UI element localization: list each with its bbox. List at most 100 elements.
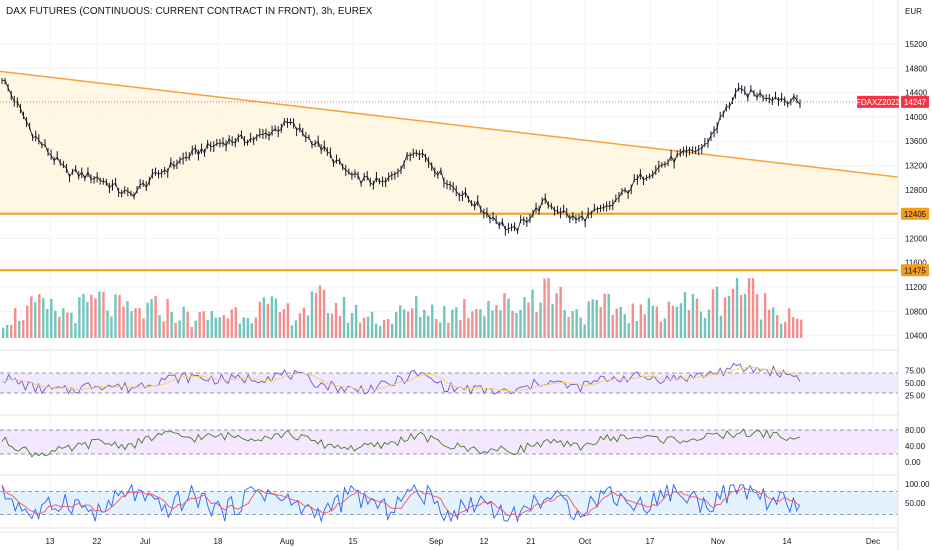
volume-bar (439, 322, 442, 338)
volume-bar (362, 317, 366, 338)
volume-bar (218, 317, 221, 338)
volume-bar (246, 318, 250, 338)
volume-bar (50, 298, 53, 338)
level-1-badge: 12405 (904, 210, 927, 219)
volume-bar (539, 302, 542, 338)
time-label-4: Aug (280, 537, 294, 546)
price-tick-12: 10400 (905, 332, 928, 341)
price-axis-unit: EUR (905, 7, 922, 16)
volume-bar (507, 298, 510, 338)
level-2-badge-bg (901, 264, 929, 277)
volume-bar (314, 293, 318, 338)
volume-bar (659, 321, 663, 338)
rsi-ma-line (1, 366, 801, 393)
volume-bar (543, 278, 546, 338)
volume-bar (90, 294, 93, 338)
volume-bar (463, 299, 466, 338)
volume-bar (298, 313, 302, 338)
volume-bar (623, 314, 626, 338)
volume-bar (779, 323, 783, 338)
level-2-badge: 11475 (904, 266, 926, 275)
volume-bar (242, 317, 246, 338)
volume-bar (451, 309, 454, 338)
volume-bar (334, 302, 338, 338)
price-tick-11: 10800 (905, 307, 928, 316)
volume-bar (326, 313, 330, 338)
volume-bar (551, 303, 554, 338)
volume-bar (342, 296, 346, 338)
volume-bar (142, 318, 145, 338)
volume-bar (294, 320, 298, 338)
volume-bar (6, 324, 9, 338)
volume-bar (535, 312, 538, 338)
volume-bar (727, 295, 731, 338)
volume-bar (398, 305, 402, 338)
volume-bar (423, 310, 426, 338)
volume-bar (599, 307, 602, 338)
volume-bar (126, 301, 129, 338)
volume-bar (234, 307, 237, 338)
chart-title: DAX FUTURES (CONTINUOUS: CURRENT CONTRAC… (6, 6, 373, 17)
volume-bar (563, 310, 566, 338)
volume-bar (146, 302, 149, 338)
volume-bar (431, 304, 434, 338)
volume-bar (735, 278, 739, 338)
volume-bar (158, 315, 161, 338)
price-tick-0: 15200 (905, 40, 928, 49)
volume-bar (138, 308, 141, 338)
volume-bar (178, 320, 181, 338)
volume-bar (575, 309, 578, 338)
volume-bar (230, 309, 233, 338)
stoch-tick-0: 100.00 (905, 480, 930, 489)
volume-bar (210, 311, 213, 338)
volume-bar (579, 317, 582, 338)
volume-bar (547, 278, 550, 338)
osc-band (0, 430, 898, 454)
volume-bar (531, 289, 534, 338)
volume-bar (102, 291, 105, 338)
volume-bar (98, 291, 101, 338)
volume-bar (166, 298, 169, 338)
stoch-d-line (1, 484, 801, 518)
volume-bar (154, 295, 157, 338)
volume-bar (30, 296, 33, 338)
volume-bar (443, 306, 446, 338)
triangle-pattern-fill (0, 71, 898, 214)
volume-bar (122, 306, 125, 338)
price-tick-1: 14800 (905, 64, 928, 73)
time-label-11: Nov (711, 537, 725, 546)
time-label-2: Jul (140, 537, 150, 546)
volume-bar (591, 299, 594, 338)
rsi-band (0, 373, 898, 393)
volume-bar (94, 298, 97, 338)
volume-bar (711, 289, 715, 338)
volume-bar (2, 327, 5, 338)
volume-bar (651, 305, 655, 338)
volume-bar (647, 298, 651, 338)
volume-bar (306, 315, 310, 338)
volume-bar (699, 311, 703, 338)
price-tick-2: 14400 (905, 89, 928, 98)
volume-bar (162, 321, 165, 338)
volume-bar (10, 324, 13, 338)
volume-bar (679, 303, 683, 338)
volume-bar (739, 295, 743, 338)
price-tick-8: 12000 (905, 234, 928, 243)
volume-bar (635, 321, 638, 338)
volume-bar (378, 325, 382, 338)
volume-bar (130, 311, 133, 338)
volume-bar (250, 323, 254, 338)
volume-bar (603, 293, 606, 338)
volume-bar (559, 286, 562, 338)
last-price-badge: 14247 (904, 98, 927, 107)
volume-bar (394, 311, 398, 338)
volume-bar (523, 297, 526, 338)
volume-bar (86, 301, 89, 338)
volume-bar (18, 320, 21, 338)
volume-bar (571, 311, 574, 338)
volume-bar (583, 324, 586, 338)
volume-bar (587, 301, 590, 338)
volume-bar (595, 299, 598, 338)
trendline (0, 70, 899, 178)
